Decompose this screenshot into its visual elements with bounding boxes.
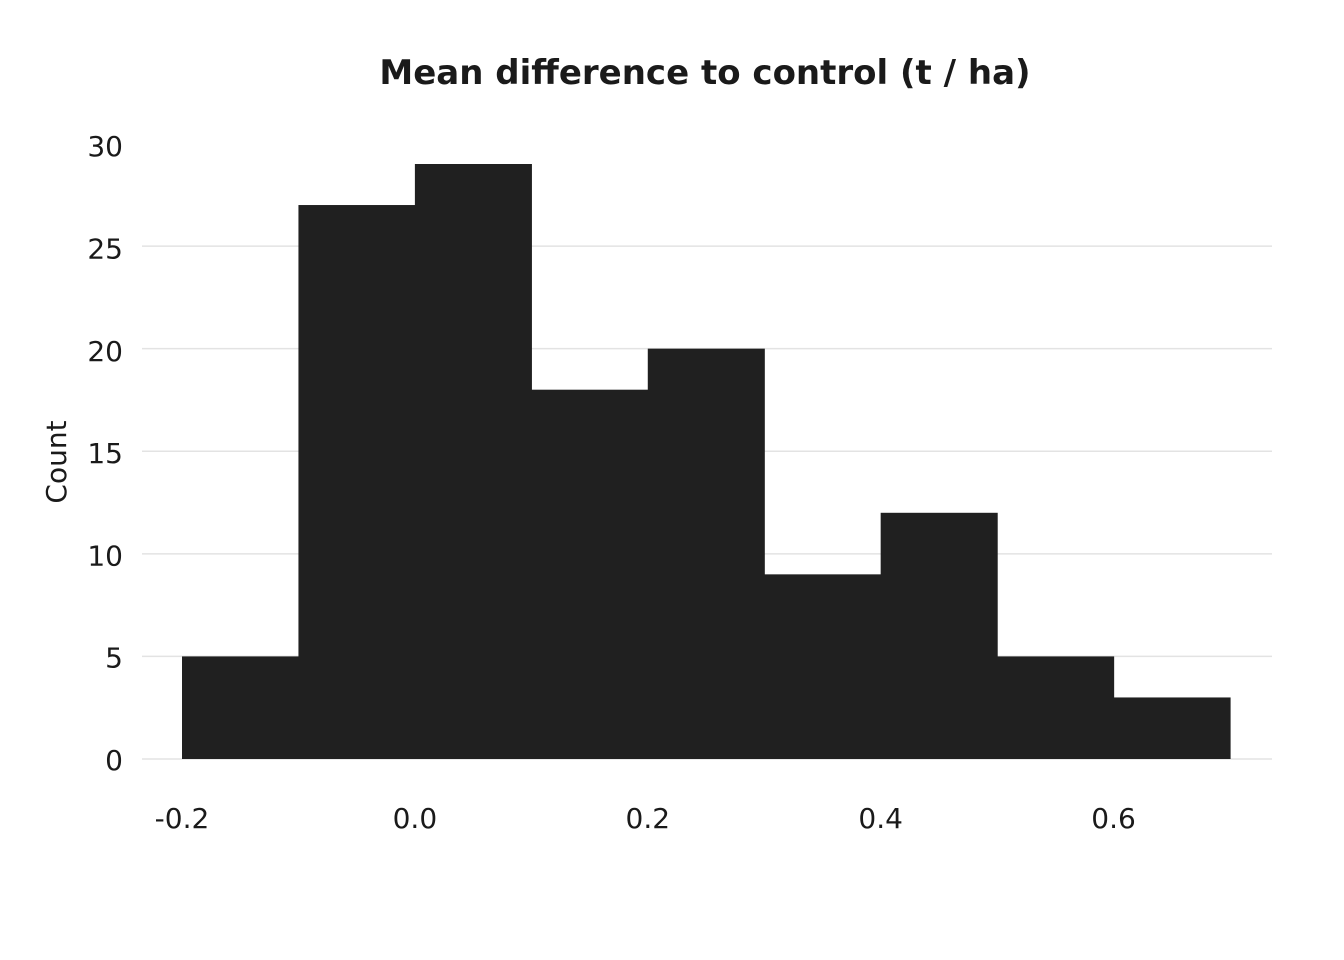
y-tick-label: 25 — [87, 233, 123, 266]
histogram-bars — [182, 164, 1231, 759]
y-axis-ticks: 0 5 10 15 20 25 30 — [87, 130, 123, 777]
y-tick-label: 5 — [105, 642, 123, 675]
x-tick-label: -0.2 — [155, 802, 210, 835]
x-tick-label: 0.6 — [1091, 802, 1136, 835]
x-tick-label: 0.4 — [858, 802, 903, 835]
histogram-bar — [880, 512, 998, 759]
histogram-bar — [182, 656, 300, 759]
histogram-bar — [414, 164, 532, 759]
x-axis-ticks: -0.2 0.0 0.2 0.4 0.6 — [155, 802, 1136, 835]
histogram-bar — [531, 389, 649, 759]
x-tick-label: 0.2 — [626, 802, 671, 835]
y-tick-label: 30 — [87, 130, 123, 163]
histogram-bar — [997, 656, 1115, 759]
histogram-bar — [298, 205, 416, 759]
y-tick-label: 0 — [105, 744, 123, 777]
chart-title: Mean difference to control (t / ha) — [379, 53, 1030, 93]
y-axis-label: Count — [40, 420, 73, 503]
y-tick-label: 20 — [87, 335, 123, 368]
histogram-bar — [1113, 697, 1231, 759]
y-tick-label: 10 — [87, 539, 123, 572]
x-tick-label: 0.0 — [393, 802, 438, 835]
histogram-bar — [764, 574, 882, 759]
histogram-bar — [647, 348, 765, 759]
y-tick-label: 15 — [87, 437, 123, 470]
